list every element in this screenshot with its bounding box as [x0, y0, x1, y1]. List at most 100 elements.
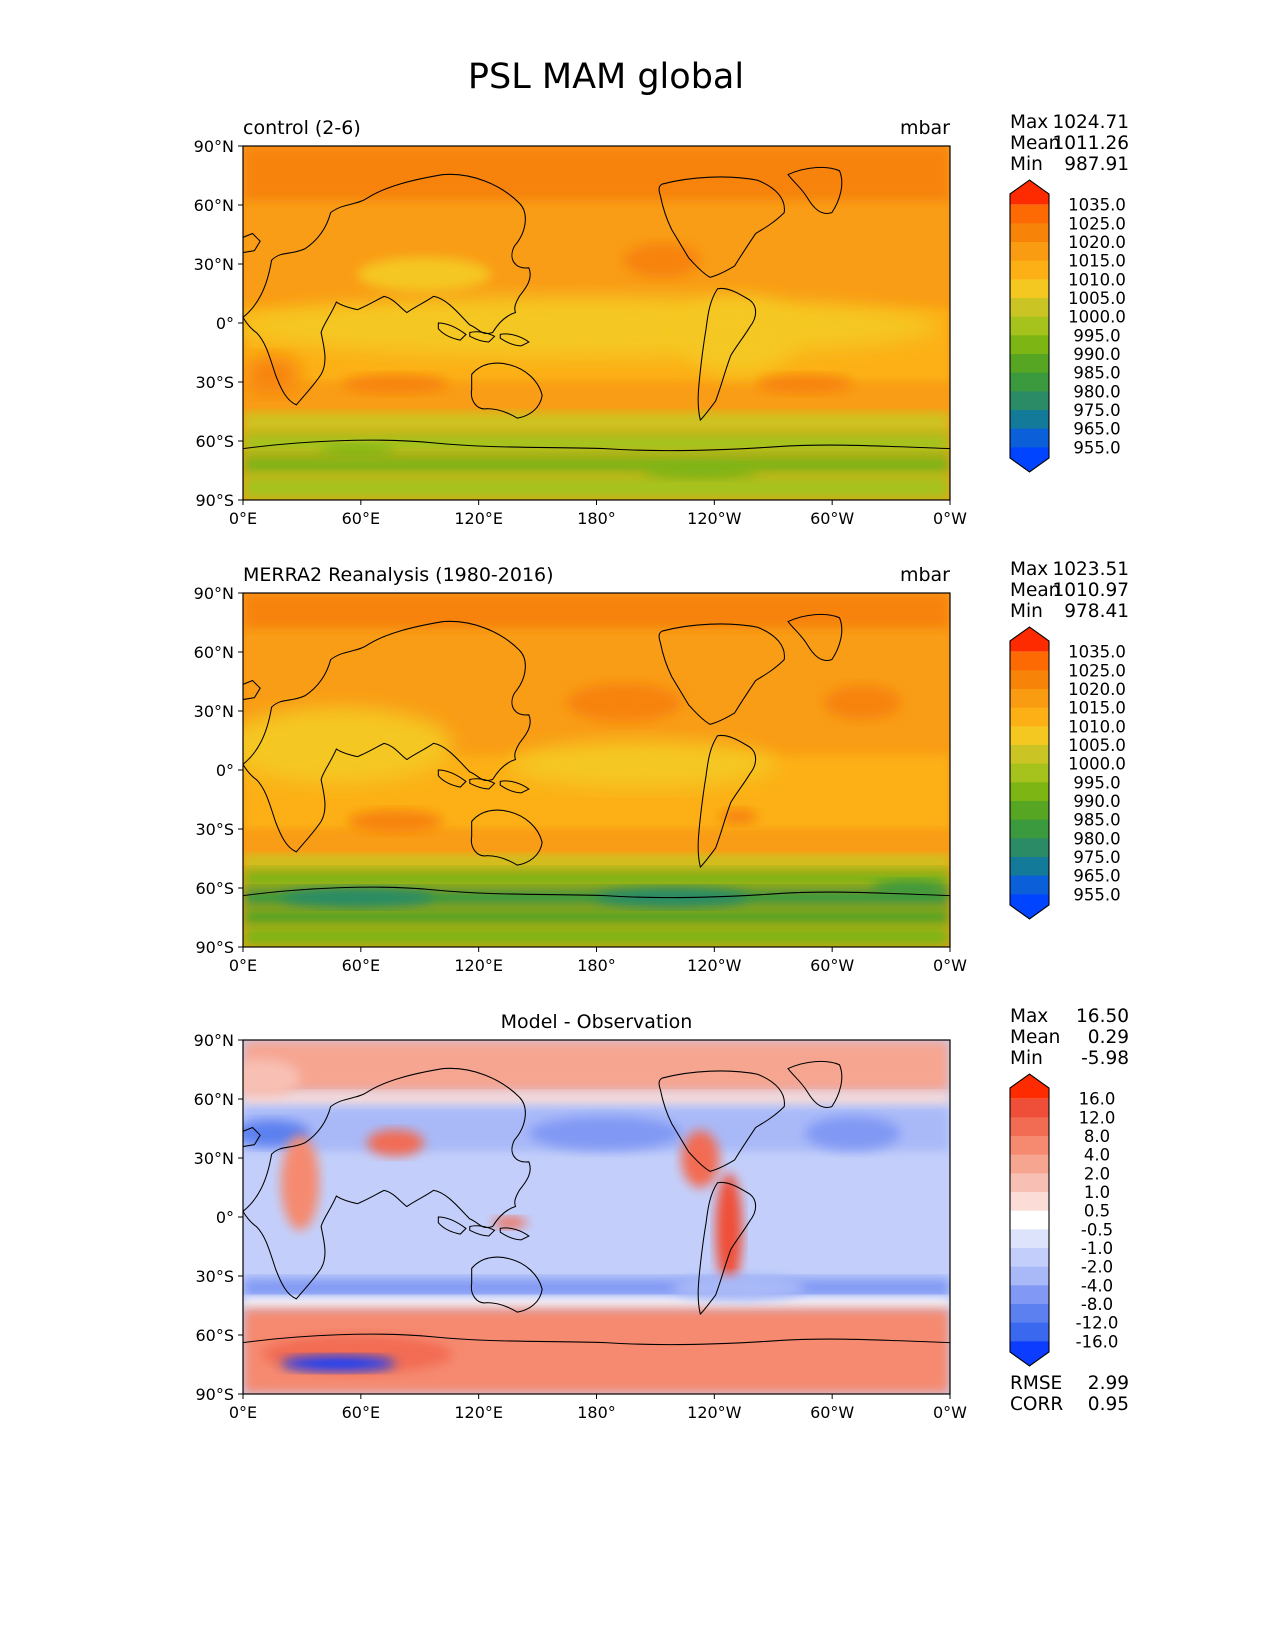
stat-value: 978.41 — [1064, 601, 1129, 622]
map-latitude-band — [243, 203, 950, 308]
colorbar-level-label: 0.5 — [1084, 1202, 1110, 1221]
colorbar-segment — [1010, 1098, 1049, 1118]
lat-tick-label: 60°N — [194, 196, 234, 215]
colorbar-segment — [1010, 1322, 1049, 1342]
stat-label: Min — [1010, 154, 1043, 175]
colorbar-segment — [1010, 204, 1049, 224]
colorbar-level-label: 1010.0 — [1068, 717, 1126, 736]
map-field-region — [243, 355, 301, 394]
stat-label: Max — [1010, 1006, 1048, 1027]
colorbar-extend-min — [1010, 447, 1049, 472]
colorbar-segment — [1010, 1266, 1049, 1286]
lat-tick-label: 30°S — [195, 373, 234, 392]
colorbar-level-label: 4.0 — [1084, 1146, 1110, 1165]
stat-value: 16.50 — [1076, 1006, 1129, 1027]
map-latitude-band — [243, 474, 950, 501]
map-latitude-band — [243, 854, 950, 869]
stat-value: 1011.26 — [1052, 133, 1129, 154]
stat-label: Min — [1010, 601, 1043, 622]
colorbar-level-label: 1015.0 — [1068, 252, 1126, 271]
map-field-region — [492, 1217, 527, 1229]
colorbar-segment — [1010, 801, 1049, 821]
stat-label: Mean — [1010, 133, 1060, 154]
colorbar-segment — [1010, 1136, 1049, 1156]
colorbar-level-label: 1000.0 — [1068, 755, 1126, 774]
lon-tick-label: 120°W — [687, 956, 742, 975]
colorbar-segment — [1010, 745, 1049, 765]
lat-tick-label: 90°S — [195, 491, 234, 510]
colorbar-level-label: 985.0 — [1073, 811, 1120, 830]
lat-tick-label: 30°N — [194, 702, 234, 721]
figure-title: PSL MAM global — [468, 57, 744, 97]
lon-tick-label: 120°W — [687, 1403, 742, 1422]
lat-tick-label: 90°S — [195, 938, 234, 957]
stat-value: 0.95 — [1088, 1394, 1129, 1415]
panel-difference: Model - Observation 90°N 60°N 30°N 0° 30°S 60°… — [194, 1006, 1129, 1422]
panel-units: mbar — [900, 117, 950, 139]
stat-label: Mean — [1010, 580, 1060, 601]
colorbar-level-label: 1.0 — [1084, 1183, 1110, 1202]
colorbar-difference: 16.012.08.04.02.01.00.5-0.5-1.0-2.0-4.0-… — [1009, 1073, 1118, 1367]
lat-tick-label: 60°S — [195, 1326, 234, 1345]
colorbar-segment — [1010, 391, 1049, 411]
colorbar-segment — [1010, 689, 1049, 709]
map-latitude-band — [243, 1040, 950, 1093]
lon-tick-label: 60°E — [342, 1403, 380, 1422]
map-control — [243, 146, 951, 501]
colorbar-outline — [1009, 626, 1050, 920]
lat-tick-label: 0° — [216, 761, 234, 780]
colorbar-segment — [1010, 279, 1049, 299]
colorbar-segment — [1010, 875, 1049, 895]
map-field-region — [243, 1059, 301, 1098]
lon-tick-label: 60°W — [810, 509, 854, 528]
colorbar-level-label: 16.0 — [1079, 1090, 1116, 1109]
colorbar-level-label: 955.0 — [1073, 885, 1120, 904]
lon-tick-label: 120°E — [454, 956, 503, 975]
colorbar-level-label: 980.0 — [1073, 382, 1120, 401]
stat-value: 1023.51 — [1052, 559, 1129, 580]
map-field-region — [357, 257, 491, 292]
colorbar-segment — [1010, 260, 1049, 280]
colorbar-segment — [1010, 1192, 1049, 1212]
map-field-region — [715, 1173, 743, 1288]
map-field-region — [343, 374, 448, 394]
colorbar-level-label: 1015.0 — [1068, 699, 1126, 718]
map-latitude-band — [243, 146, 950, 204]
map-field-region — [624, 243, 701, 278]
colorbar-extend-max — [1010, 1074, 1049, 1099]
map-latitude-band — [243, 907, 950, 927]
colorbar-segment — [1010, 651, 1049, 671]
colorbar-segment — [1010, 1304, 1049, 1324]
map-field-region — [566, 683, 682, 722]
lat-tick-label: 0° — [216, 1208, 234, 1227]
map-field-region — [681, 298, 796, 375]
colorbar-segment — [1010, 763, 1049, 783]
map-field-region — [243, 296, 939, 358]
colorbar-level-label: 12.0 — [1079, 1108, 1116, 1127]
map-merra2 — [243, 593, 951, 948]
map-latitude-band — [243, 593, 950, 632]
colorbar-level-label: -1.0 — [1081, 1239, 1113, 1258]
colorbar-level-label: 1005.0 — [1068, 289, 1126, 308]
map-field-region — [281, 1135, 320, 1231]
colorbar-segment — [1010, 410, 1049, 430]
panel-units: mbar — [900, 564, 950, 586]
colorbar-level-label: 975.0 — [1073, 401, 1120, 420]
colorbar-segment — [1010, 316, 1049, 336]
lat-tick-label: 30°N — [194, 1149, 234, 1168]
lon-tick-label: 60°W — [810, 956, 854, 975]
colorbar-level-label: 1010.0 — [1068, 270, 1126, 289]
lon-tick-label: 0°W — [933, 509, 967, 528]
panel-center-title: Model - Observation — [501, 1011, 693, 1033]
colorbar-segment — [1010, 1285, 1049, 1305]
colorbar-segment — [1010, 1173, 1049, 1193]
map-difference — [243, 1040, 951, 1395]
colorbar-segment — [1010, 1229, 1049, 1249]
stat-value: 2.99 — [1088, 1373, 1129, 1394]
colorbar-level-label: 1025.0 — [1068, 214, 1126, 233]
stat-value: 1010.97 — [1052, 580, 1129, 601]
map-latitude-band — [243, 830, 950, 855]
map-latitude-band — [243, 455, 950, 475]
map-latitude-band — [243, 412, 950, 432]
panel-left-title: MERRA2 Reanalysis (1980-2016) — [243, 564, 554, 586]
